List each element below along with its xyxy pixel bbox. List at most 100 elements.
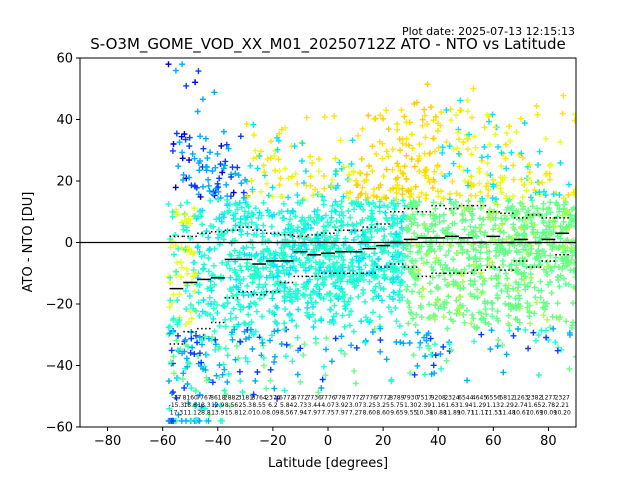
data-point [237,133,244,140]
data-point [370,295,377,302]
data-point [283,353,289,360]
data-point [470,228,477,235]
data-point [261,168,268,175]
data-point [251,299,258,306]
data-point [502,270,509,277]
data-point [547,252,554,259]
data-point [547,209,554,216]
bin-stat-label: 4645 [472,394,487,401]
data-point [183,265,190,272]
bin-stat-label: 25.3 [239,402,253,409]
data-point [464,97,471,104]
data-point [310,218,317,225]
data-point [222,158,229,165]
data-point [503,165,510,172]
x-tick-label: −60 [149,434,176,449]
data-point [241,251,248,258]
data-point [221,387,228,394]
data-point [440,211,447,218]
bin-stat-label: 8789 [389,394,404,401]
data-point [370,262,377,269]
data-point [171,370,177,377]
data-point [569,319,576,326]
data-point [443,299,450,306]
data-point [385,153,392,160]
data-point [210,191,217,198]
data-point [219,371,226,378]
data-point [502,141,509,148]
bin-stat-label: 9.65 [390,410,404,417]
data-point [320,295,327,302]
data-point [165,324,172,331]
data-point [178,274,185,280]
data-point [369,269,376,276]
data-point [237,263,244,270]
data-point [357,191,364,198]
data-point [188,329,195,336]
data-point [532,294,539,301]
data-point [302,168,309,175]
data-point [183,82,190,89]
data-point [326,291,333,298]
data-point [217,161,224,168]
data-point [484,170,491,177]
data-point [530,226,537,233]
data-point [272,167,279,174]
data-point [288,293,295,300]
data-point [421,334,427,341]
data-point [206,188,213,194]
data-point [321,269,328,275]
data-point [211,192,218,199]
data-point [408,221,415,228]
data-point [472,192,479,199]
data-point [222,316,229,323]
data-point [416,168,423,175]
data-point [321,197,327,204]
data-point [531,284,538,291]
data-point [349,263,356,269]
data-point [486,262,493,269]
bin-stat-label: 7.75 [321,410,335,417]
bin-stat-label: 7.97 [308,410,322,417]
data-point [523,247,529,253]
data-point [385,304,392,311]
data-point [358,252,365,259]
data-point [378,225,385,232]
data-point [541,230,548,236]
data-point [167,244,174,251]
data-point [418,293,425,300]
data-point [450,256,457,263]
data-point [523,209,530,216]
data-point [519,194,526,201]
data-point [304,312,311,319]
data-point [337,203,344,210]
data-point [168,347,175,354]
data-point [175,348,182,355]
data-point [545,281,552,288]
data-point [371,186,377,193]
data-point [220,214,227,221]
data-point [240,304,247,311]
data-point [369,143,376,150]
data-point [294,226,301,233]
data-point [245,210,252,217]
data-point [461,238,468,245]
data-point [400,340,407,347]
data-point [278,126,285,133]
data-point [493,283,500,290]
data-point [426,247,433,254]
data-point [515,284,522,291]
data-point [431,248,438,255]
data-point [297,345,304,352]
data-point [554,213,561,220]
data-point [300,195,307,202]
data-point [199,266,206,273]
data-point [255,215,262,221]
data-point [416,198,423,205]
data-point [371,116,378,123]
data-point [460,216,467,223]
data-point [490,176,497,183]
data-point [540,299,547,306]
data-point [173,206,180,213]
data-point [554,233,561,240]
